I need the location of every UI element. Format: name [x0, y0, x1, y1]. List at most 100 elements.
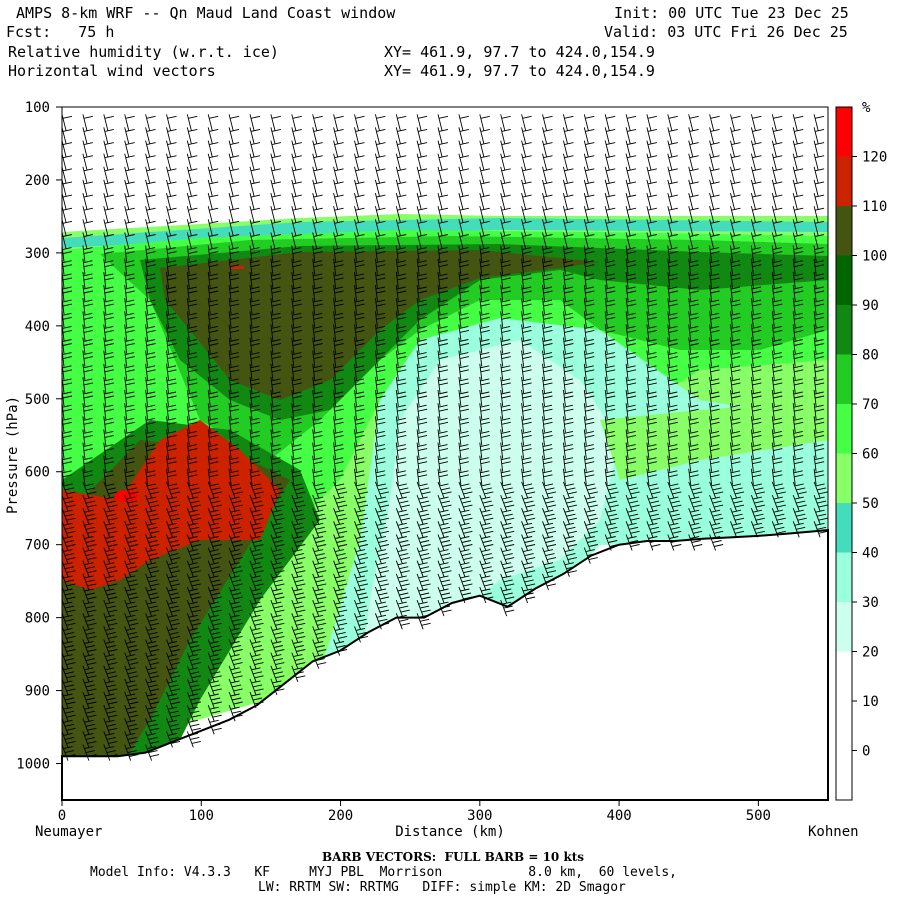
forecast-hour: Fcst: 75 h: [6, 23, 114, 41]
wind-barb: [750, 114, 765, 538]
colorbar-label: 120: [862, 150, 887, 166]
wind-barb-staffs: [688, 114, 703, 551]
wind-barb-staffs: [771, 114, 786, 538]
y-tick-label: 800: [25, 611, 50, 627]
colorbar-label: 80: [862, 348, 879, 364]
wind-barb: [395, 114, 410, 630]
colorbar-swatch: [836, 404, 852, 454]
wind-barb-staffs: [667, 114, 682, 551]
wind-barb: [709, 114, 724, 551]
rh-band-40: [62, 218, 828, 248]
wind-barb: [374, 114, 389, 630]
wind-barb-staffs: [103, 114, 118, 761]
colorbar-swatch: [836, 701, 852, 751]
field-name-1: Relative humidity (w.r.t. ice): [8, 43, 279, 61]
wind-barb-staffs: [542, 114, 557, 591]
y-axis-label: Pressure (hPa): [5, 396, 21, 514]
colorbar-swatch: [836, 602, 852, 652]
colorbar-swatch: [836, 255, 852, 305]
wind-barb: [583, 114, 598, 564]
wind-barb: [354, 114, 369, 643]
wind-barb-staffs: [82, 114, 97, 761]
wind-barb: [291, 114, 306, 682]
wind-barb: [479, 114, 494, 604]
wind-barb: [646, 114, 661, 551]
wind-barb-staffs: [479, 114, 494, 604]
wind-barb-staffs: [813, 114, 828, 538]
wind-barb-staffs: [354, 114, 369, 643]
colorbar-label: 60: [862, 447, 879, 463]
wind-barb: [730, 114, 745, 538]
plot-frame: [61, 106, 829, 801]
wind-barb: [771, 114, 786, 538]
wind-barb-staffs: [604, 114, 619, 551]
wind-barb: [249, 114, 264, 709]
forecast-value: 75 h: [78, 23, 115, 41]
colorbar-swatch: [836, 503, 852, 553]
wind-barb-staffs: [124, 114, 139, 761]
wind-barb-staffs: [646, 114, 661, 551]
wind-barb-staffs: [583, 114, 598, 564]
valid-time: Valid: 03 UTC Fri 26 Dec 25: [604, 23, 848, 41]
colorbar-label: 10: [862, 694, 879, 710]
wind-barb: [458, 114, 473, 604]
colorbar-swatch: [836, 354, 852, 404]
wind-barb: [604, 114, 619, 551]
colorbar-swatch: [836, 107, 852, 157]
wind-barb: [667, 114, 682, 551]
wind-barb-staffs: [458, 114, 473, 604]
y-tick-label: 100: [25, 100, 50, 116]
x-tick-label: 100: [189, 808, 214, 824]
wind-barb: [62, 114, 76, 761]
wind-barb-staffs: [312, 114, 327, 669]
colorbar-swatch: [836, 651, 852, 701]
model-info-line1: Model Info: V4.3.3 KF MYJ PBL Morrison 8…: [90, 865, 677, 880]
x-tick-label: 400: [606, 808, 631, 824]
y-tick-label: 1000: [16, 757, 50, 773]
colorbar-swatch: [836, 156, 852, 206]
wind-barbs: [62, 114, 828, 761]
wind-barb-staffs: [792, 114, 807, 538]
colorbar-label: 20: [862, 645, 879, 661]
wind-barb: [207, 114, 222, 735]
y-tick-label: 500: [25, 392, 50, 408]
wind-barb: [124, 114, 139, 761]
wind-barb: [437, 114, 452, 617]
wind-barb: [813, 114, 828, 538]
field-name-2: Horizontal wind vectors: [8, 62, 216, 80]
wind-barb: [562, 114, 577, 577]
colorbar-label: 90: [862, 298, 879, 314]
colorbar-unit: %: [862, 100, 871, 116]
y-tick-label: 700: [25, 538, 50, 554]
y-tick-label: 200: [25, 173, 50, 189]
wind-barb-staffs: [709, 114, 724, 551]
xy-range-1: XY= 461.9, 97.7 to 424.0,154.9: [384, 43, 655, 61]
colorbar-label: 40: [862, 546, 879, 562]
y-tick-label: 900: [25, 684, 50, 700]
wind-barb: [270, 114, 285, 696]
terrain-mask: [61, 529, 829, 801]
init-time: Init: 00 UTC Tue 23 Dec 25: [614, 4, 849, 22]
wind-barb: [625, 114, 640, 551]
wind-barb: [82, 114, 97, 761]
wind-barb-staffs: [437, 114, 452, 617]
wind-barb: [688, 114, 703, 551]
colorbar-swatch: [836, 750, 852, 800]
wind-barb-staffs: [730, 114, 745, 538]
x-axis: 0 100 200 300 400 500: [58, 800, 771, 824]
wind-barb: [500, 114, 515, 617]
wind-barb: [103, 114, 118, 761]
wind-barb-staffs: [521, 114, 536, 604]
colorbar-swatch: [836, 206, 852, 256]
colorbar-swatch: [836, 305, 852, 355]
x-end-label: Kohnen: [808, 824, 859, 840]
rh-peak-spot: [114, 490, 138, 502]
y-tick-label: 600: [25, 465, 50, 481]
wind-barb-staffs: [270, 114, 285, 696]
x-axis-label: Distance (km): [395, 824, 505, 840]
wind-barb: [792, 114, 807, 538]
wind-barb-staffs: [207, 114, 222, 735]
wind-barb-staffs: [500, 114, 515, 617]
rh-mid-band-70: [600, 400, 828, 480]
